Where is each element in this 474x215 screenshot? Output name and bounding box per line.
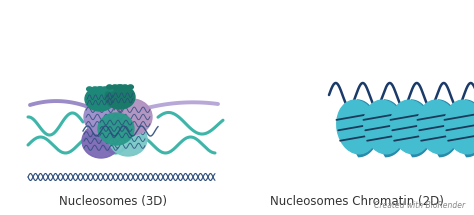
Ellipse shape (92, 87, 98, 91)
Text: Nucleosomes (3D): Nucleosomes (3D) (59, 195, 167, 207)
Ellipse shape (337, 100, 377, 154)
Text: Nucleosomes Chromatin (2D): Nucleosomes Chromatin (2D) (270, 195, 444, 207)
Ellipse shape (107, 85, 112, 89)
Ellipse shape (84, 99, 124, 135)
Ellipse shape (364, 100, 404, 154)
Ellipse shape (418, 100, 458, 154)
Polygon shape (384, 100, 406, 157)
Ellipse shape (105, 85, 135, 109)
Polygon shape (465, 100, 474, 157)
Ellipse shape (445, 100, 474, 154)
Text: Created with BioRender: Created with BioRender (374, 201, 465, 210)
Ellipse shape (82, 124, 120, 158)
Polygon shape (438, 100, 460, 157)
Ellipse shape (391, 100, 431, 154)
Ellipse shape (122, 85, 128, 89)
Ellipse shape (102, 87, 108, 91)
Ellipse shape (97, 87, 103, 91)
Ellipse shape (108, 87, 113, 91)
Ellipse shape (128, 85, 133, 89)
Ellipse shape (112, 85, 118, 89)
Ellipse shape (87, 87, 92, 91)
Ellipse shape (109, 122, 147, 156)
Ellipse shape (117, 85, 123, 89)
Polygon shape (411, 100, 433, 157)
Polygon shape (357, 100, 379, 157)
Ellipse shape (85, 87, 115, 111)
Ellipse shape (112, 99, 152, 135)
Ellipse shape (98, 113, 134, 145)
